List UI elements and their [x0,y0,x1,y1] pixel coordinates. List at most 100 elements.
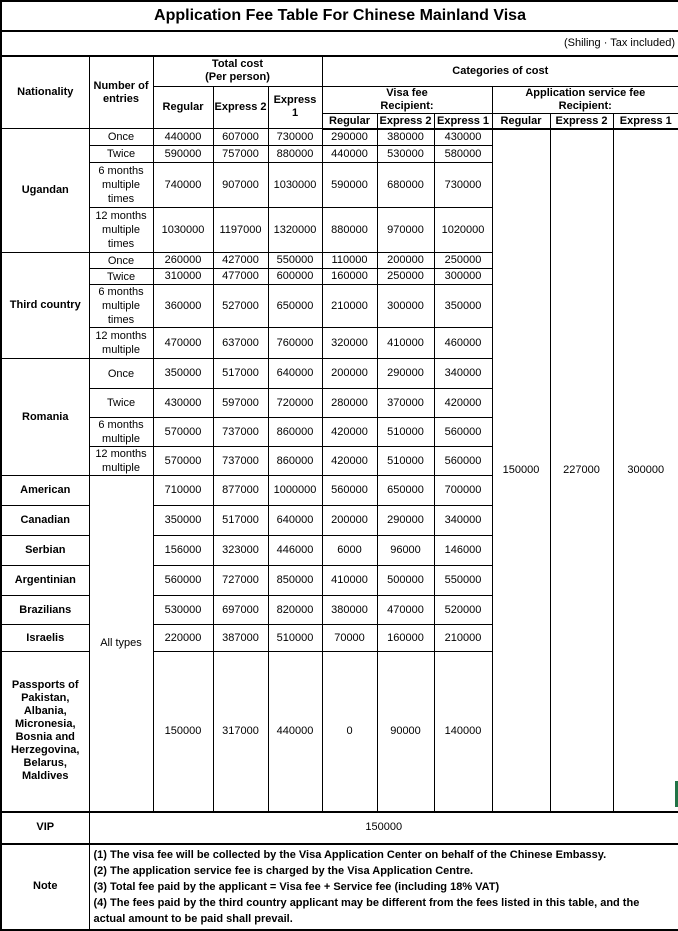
fee-cell: 760000 [267,327,323,359]
entries-cell: 6 months multiple times [88,162,154,208]
entries-cell: 12 months multiple [88,327,154,359]
selection-border-artifact [675,781,678,807]
fee-cell: 560000 [433,417,493,447]
fee-cell: 860000 [267,417,323,447]
fee-cell: 140000 [433,651,493,812]
service-fee-line2: Recipient: [558,99,612,112]
fee-cell: 1197000 [212,207,269,253]
fee-cell: 290000 [376,505,435,536]
col-header-visa-express2: Express 2 [376,112,435,130]
fee-cell: 410000 [376,327,435,359]
fee-cell: 350000 [152,358,214,389]
visa-fee-line2: Recipient: [380,99,434,112]
fee-cell: 590000 [321,162,378,208]
fee-cell: 420000 [321,446,378,476]
nationality-cell-passports: Passports of Pakistan, Albania, Micrones… [0,651,90,812]
fee-cell: 737000 [212,446,269,476]
fee-cell: 146000 [433,535,493,566]
fee-cell: 460000 [433,327,493,359]
total-cost-line2: (Per person) [205,71,270,84]
page-title: Application Fee Table For Chinese Mainla… [0,0,678,32]
entries-cell: Twice [88,268,154,285]
nationality-cell: Argentinian [0,565,90,596]
fee-cell: 317000 [212,651,269,812]
currency-note: (Shiling · Tax included) [0,30,678,57]
col-header-total-express2: Express 2 [212,85,269,129]
note-line-4: (4) The fees paid by the third country a… [93,896,640,925]
fee-cell: 470000 [152,327,214,359]
fee-cell: 260000 [152,252,214,269]
fee-cell: 350000 [433,284,493,328]
nationality-cell: Romania [0,358,90,476]
fee-cell: 380000 [321,595,378,625]
col-header-service-regular: Regular [491,112,551,130]
fee-cell: 1000000 [267,475,323,506]
col-header-visa-fee: Visa fee Recipient: [321,85,493,114]
fee-cell: 650000 [376,475,435,506]
fee-cell: 970000 [376,207,435,253]
fee-cell: 880000 [321,207,378,253]
fee-cell: 1320000 [267,207,323,253]
fee-cell: 410000 [321,565,378,596]
fee-cell: 850000 [267,565,323,596]
fee-cell: 560000 [152,565,214,596]
fee-cell: 96000 [376,535,435,566]
fee-cell: 250000 [376,268,435,285]
fee-cell: 520000 [433,595,493,625]
entries-cell-all-types: All types [88,475,154,812]
fee-cell: 340000 [433,358,493,389]
fee-cell: 200000 [321,505,378,536]
fee-cell: 90000 [376,651,435,812]
col-header-service-express2: Express 2 [549,112,614,130]
fee-cell: 650000 [267,284,323,328]
fee-cell: 280000 [321,388,378,418]
visa-fee-line1: Visa fee [386,86,428,99]
fee-cell: 710000 [152,475,214,506]
col-header-entries: Number of entries [88,55,154,129]
note-line-1: (1) The visa fee will be collected by th… [93,848,607,861]
service-fee-line1: Application service fee [525,86,646,99]
fee-cell: 907000 [212,162,269,208]
fee-cell: 570000 [152,446,214,476]
fee-cell: 220000 [152,624,214,652]
fee-cell: 680000 [376,162,435,208]
fee-cell: 430000 [152,388,214,418]
fee-cell: 530000 [376,145,435,163]
col-header-service-fee: Application service fee Recipient: [491,85,678,114]
fee-cell: 877000 [212,475,269,506]
total-cost-line1: Total cost [211,58,264,71]
fee-cell: 360000 [152,284,214,328]
fee-cell: 0 [321,651,378,812]
entries-cell: 12 months multiple [88,446,154,476]
fee-cell: 427000 [212,252,269,269]
fee-cell: 820000 [267,595,323,625]
fee-cell: 110000 [321,252,378,269]
fee-cell: 510000 [376,446,435,476]
fee-cell: 607000 [212,128,269,146]
nationality-cell: Brazilians [0,595,90,625]
note-line-3: (3) Total fee paid by the applicant = Vi… [93,880,500,893]
fee-cell: 1020000 [433,207,493,253]
fee-cell: 300000 [433,268,493,285]
entries-cell: Once [88,128,154,146]
fee-cell: 350000 [152,505,214,536]
fee-cell: 440000 [267,651,323,812]
fee-cell: 200000 [321,358,378,389]
fee-cell: 880000 [267,145,323,163]
fee-cell: 300000 [376,284,435,328]
vip-label: VIP [0,810,90,845]
fee-cell: 420000 [321,417,378,447]
fee-cell: 150000 [152,651,214,812]
fee-cell: 370000 [376,388,435,418]
fee-cell: 440000 [321,145,378,163]
fee-cell: 730000 [267,128,323,146]
fee-cell: 6000 [321,535,378,566]
fee-cell: 387000 [212,624,269,652]
vip-fee-cell: 150000 [88,810,678,845]
fee-cell: 550000 [267,252,323,269]
fee-cell: 440000 [152,128,214,146]
col-header-visa-regular: Regular [321,112,378,130]
col-header-nationality: Nationality [0,55,90,129]
fee-cell: 560000 [321,475,378,506]
